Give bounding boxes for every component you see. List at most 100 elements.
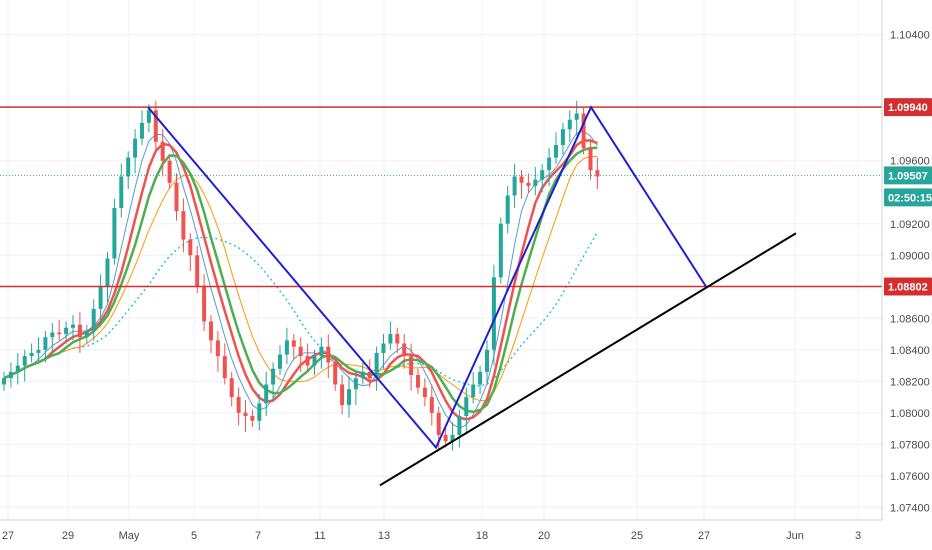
candle-body bbox=[167, 160, 172, 183]
level-badge-bg bbox=[884, 277, 932, 296]
candle-body bbox=[98, 286, 103, 309]
candle-body bbox=[271, 368, 276, 385]
y-tick-label: 1.09600 bbox=[890, 156, 930, 168]
candle-body bbox=[312, 356, 317, 366]
time-axis[interactable]: 27 29 May 5 7 11 13 18 20 25 27 Jun 3 bbox=[0, 519, 882, 542]
candle-body bbox=[71, 324, 75, 328]
candle-body bbox=[215, 340, 220, 357]
price-axis[interactable]: 1.10400 1.09600 1.09200 1.09000 1.08600 1.084… bbox=[881, 0, 930, 520]
candle-body bbox=[498, 223, 503, 278]
candle-body bbox=[278, 354, 282, 369]
candle-body bbox=[567, 119, 572, 130]
candle-body bbox=[119, 176, 124, 208]
candle-body bbox=[140, 122, 144, 139]
candle-body bbox=[347, 389, 351, 405]
candle-body bbox=[209, 321, 213, 341]
y-tick-label: 1.09000 bbox=[890, 250, 930, 262]
candle-body bbox=[333, 362, 338, 385]
candle-body bbox=[443, 434, 448, 442]
x-tick-label: May bbox=[119, 530, 140, 542]
candle-body bbox=[595, 170, 600, 177]
candle-body bbox=[464, 397, 469, 416]
candle-body bbox=[416, 375, 420, 388]
candle-body bbox=[353, 378, 358, 390]
candle-body bbox=[264, 384, 269, 404]
level-badge-bg bbox=[884, 98, 932, 117]
candle-body bbox=[133, 138, 138, 158]
candle-body bbox=[533, 179, 538, 186]
x-tick-label: 3 bbox=[855, 530, 861, 542]
candle-body bbox=[229, 378, 234, 398]
candle-body bbox=[519, 176, 524, 183]
candle-body bbox=[505, 195, 510, 224]
y-tick-label: 1.08000 bbox=[890, 408, 930, 420]
candle-body bbox=[153, 110, 158, 142]
candle-body bbox=[202, 286, 207, 322]
ma-fast-line bbox=[3, 146, 598, 414]
candle-body bbox=[22, 356, 27, 366]
candle-body bbox=[50, 332, 55, 338]
support-trendline bbox=[379, 232, 797, 487]
candle-body bbox=[298, 346, 303, 357]
price-badges: 1.09940 1.08802 1.09507 02:50:15 bbox=[884, 98, 932, 296]
level-badge: 1.08802 bbox=[888, 281, 928, 293]
x-tick-label: 27 bbox=[2, 530, 14, 542]
candle-body bbox=[450, 434, 455, 442]
candle-body bbox=[429, 397, 434, 413]
candle-body bbox=[43, 337, 48, 350]
candle-body bbox=[160, 141, 165, 161]
y-tick-label: 1.09200 bbox=[890, 219, 930, 231]
candle-body bbox=[126, 157, 131, 177]
candle-body bbox=[560, 129, 565, 145]
x-tick-label: 11 bbox=[314, 530, 325, 542]
y-tick-label: 1.07800 bbox=[890, 439, 930, 451]
candle-body bbox=[436, 412, 441, 435]
abcd-pattern-line bbox=[147, 105, 707, 450]
candle-body bbox=[388, 334, 393, 344]
candle-body bbox=[402, 343, 407, 357]
candle-body bbox=[457, 416, 462, 435]
candle-body bbox=[485, 349, 489, 372]
x-tick-label: 5 bbox=[191, 530, 197, 542]
candle-body bbox=[84, 330, 89, 338]
y-tick-label: 1.07400 bbox=[890, 502, 930, 514]
candle-body bbox=[257, 403, 262, 421]
candle-body bbox=[250, 416, 255, 421]
chart-grid bbox=[0, 0, 882, 520]
x-tick-label: 29 bbox=[62, 530, 74, 542]
candle-body bbox=[222, 356, 227, 379]
candle-body bbox=[29, 352, 34, 357]
candle-body bbox=[236, 397, 241, 413]
x-tick-label: 27 bbox=[698, 530, 710, 542]
candle-body bbox=[526, 182, 531, 186]
candle-body bbox=[284, 340, 289, 355]
candle-body bbox=[2, 378, 6, 385]
x-tick-label: 25 bbox=[631, 530, 643, 542]
x-tick-label: 7 bbox=[255, 530, 261, 542]
candle-body bbox=[588, 148, 593, 171]
candle-body bbox=[319, 346, 324, 357]
candle-body bbox=[36, 349, 41, 353]
x-tick-label: Jun bbox=[786, 530, 804, 542]
level-badge: 1.09940 bbox=[888, 102, 928, 114]
ma-slow-line bbox=[3, 156, 598, 402]
trendline bbox=[379, 232, 797, 487]
candle-body bbox=[360, 371, 365, 379]
y-tick-label: 1.08200 bbox=[890, 376, 930, 388]
y-tick-label: 1.08600 bbox=[890, 313, 930, 325]
last-price-badge: 1.09507 bbox=[888, 170, 928, 182]
candle-body bbox=[478, 371, 483, 385]
candle-body bbox=[77, 324, 82, 338]
candle-body bbox=[8, 371, 13, 379]
y-tick-label: 1.08400 bbox=[890, 345, 930, 357]
candle-body bbox=[554, 144, 558, 158]
x-tick-label: 13 bbox=[378, 530, 390, 542]
x-tick-label: 20 bbox=[538, 530, 550, 542]
candle-body bbox=[381, 343, 386, 353]
countdown-bg bbox=[884, 188, 932, 207]
candle-body bbox=[547, 157, 552, 171]
candle-body bbox=[581, 113, 586, 149]
candle-body bbox=[471, 384, 476, 398]
candle-body bbox=[374, 352, 379, 379]
